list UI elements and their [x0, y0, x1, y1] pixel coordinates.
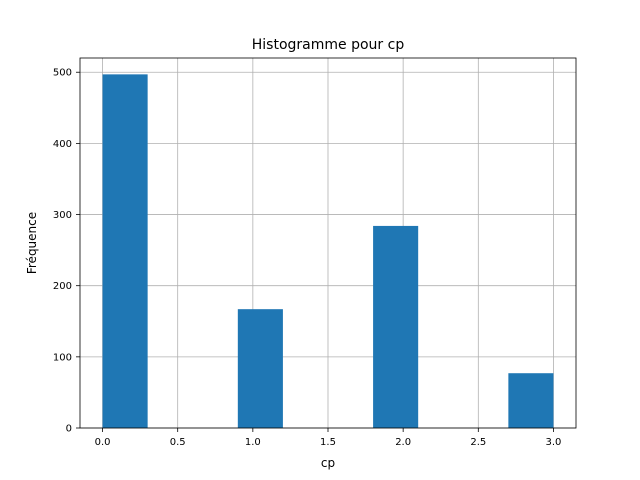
y-tick-label: 400 — [53, 139, 72, 150]
x-tick-label: 2.0 — [395, 437, 411, 448]
bar-layer — [102, 74, 554, 428]
histogram-bar — [508, 373, 554, 428]
histogram-bar — [237, 309, 283, 428]
tick-layer: 0.0 0.5 1.0 1.5 2.0 2.5 3.0 0 100 200 300 400 500 — [53, 68, 562, 448]
x-tick-label: 0.5 — [170, 437, 186, 448]
x-axis-label: cp — [321, 456, 335, 470]
x-tick-label: 0.0 — [95, 437, 111, 448]
histogram-bar — [373, 225, 419, 428]
y-tick-label: 500 — [53, 68, 72, 79]
y-tick-label: 0 — [66, 424, 72, 435]
y-tick-label: 300 — [53, 210, 72, 221]
x-tick-label: 1.0 — [245, 437, 261, 448]
plot-frame — [79, 57, 577, 429]
x-tick-label: 2.5 — [470, 437, 486, 448]
y-tick-label: 200 — [53, 281, 72, 292]
y-axis-label: Fréquence — [25, 212, 39, 274]
y-tick-label: 100 — [53, 352, 72, 363]
histogram-bar — [102, 74, 148, 428]
x-tick-label: 1.5 — [320, 437, 336, 448]
x-tick-label: 3.0 — [546, 437, 562, 448]
chart-title: Histogramme pour cp — [252, 37, 405, 53]
